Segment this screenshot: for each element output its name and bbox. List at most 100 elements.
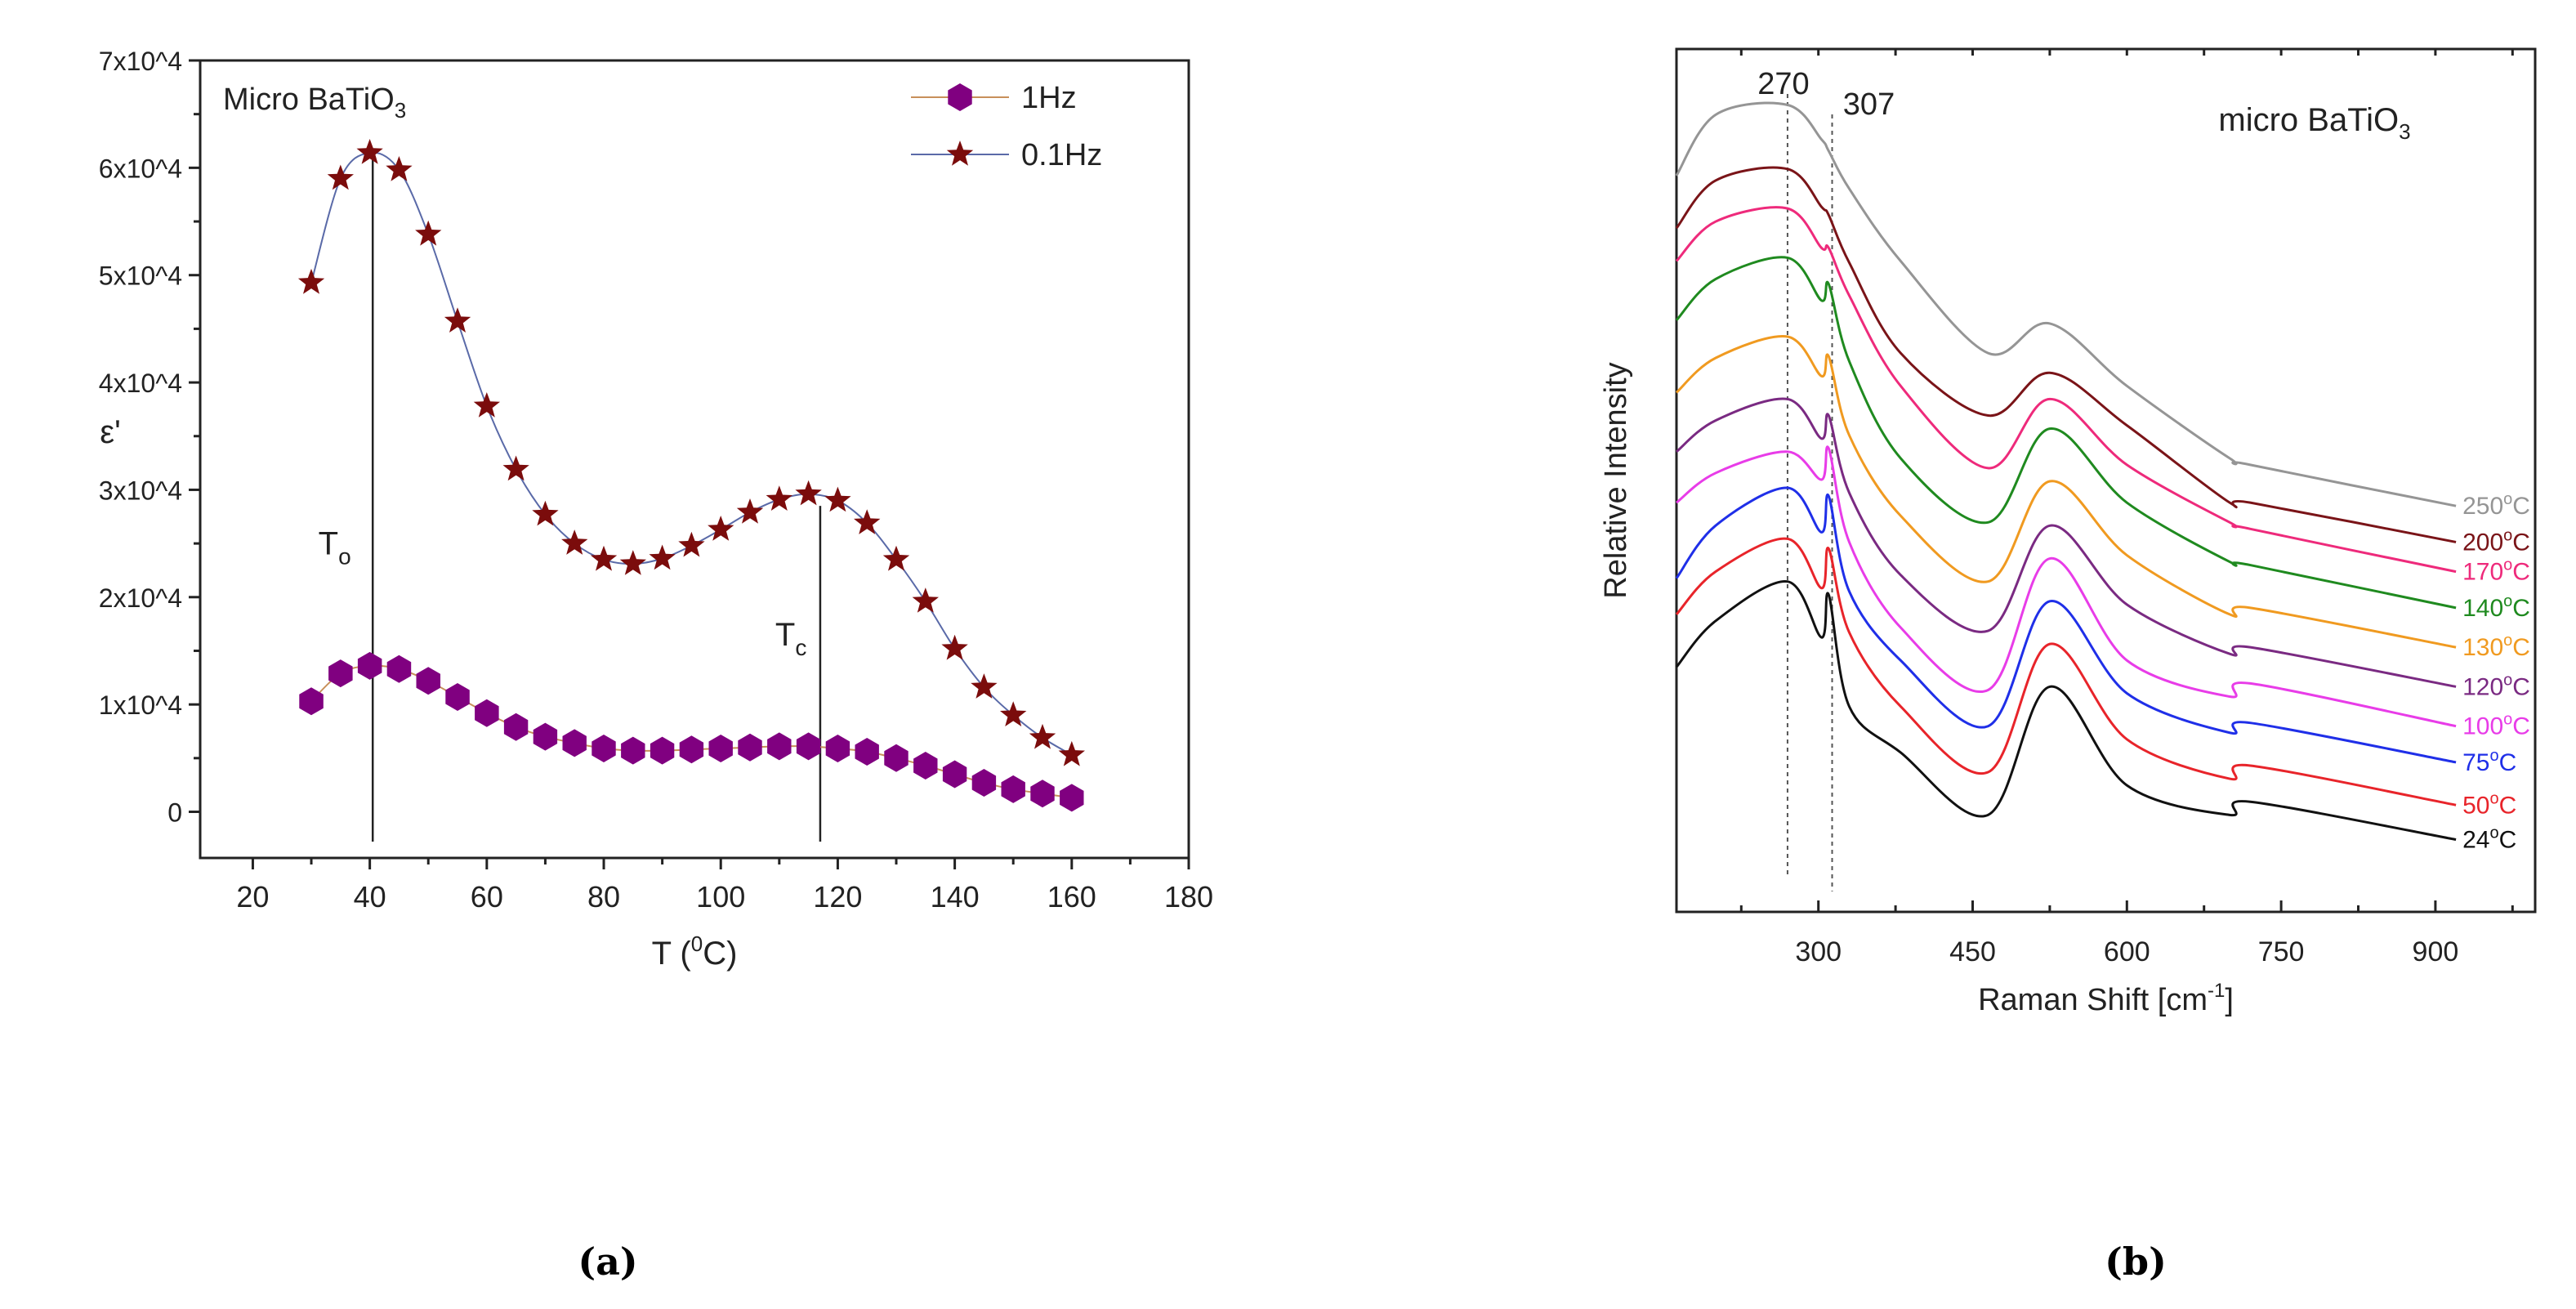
data-point-1Hz [562,729,587,757]
spectrum-label-unit: C [2499,826,2517,853]
spectrum-label-200C: 200oC [2462,526,2530,556]
spectrum-label-degree: o [2503,490,2512,508]
spectrum-50C [1675,537,2457,806]
data-point-1Hz [913,752,938,780]
chart-title-text: Micro BaTiO [223,83,395,117]
spectrum-120C [1676,397,2457,688]
panel-b-caption: (b) [2105,1240,2167,1284]
y-axis-label: Relative Intensity [1599,362,1633,598]
y-tick-label: 7x10^4 [99,47,182,76]
data-point-1Hz [796,732,821,761]
data-point-0.1Hz [708,516,734,541]
tc-annotation: Tc [775,617,806,660]
plot-frame [1675,47,2537,914]
data-point-0.1Hz [941,634,968,660]
spectrum-label-temp: 200 [2462,529,2503,556]
x-axis-label: Raman Shift [cm-1] [1978,980,2234,1017]
reference-label-270: 270 [1757,67,1809,101]
chart-title-subscript: 3 [395,98,406,123]
to-annotation-text: T [319,525,338,561]
x-axis-label-text: Raman Shift [cm [1978,983,2208,1017]
spectrum-label-170C: 170oC [2462,556,2530,586]
y-axis-label: ε' [100,414,120,450]
spectrum-label-degree: o [2503,632,2512,650]
x-tick-label: 80 [587,880,620,914]
x-tick-label: 450 [1949,936,1996,967]
spectrum-label-degree: o [2503,711,2512,729]
spectrum-label-degree: o [2503,526,2512,544]
data-point-0.1Hz [590,545,618,571]
spectrum-label-temp: 75 [2462,749,2489,776]
spectrum-130C [1675,335,2457,649]
spectrum-75C [1675,486,2457,764]
spectrum-label-unit: C [2512,673,2530,700]
to-annotation-sub: o [338,543,351,569]
legend-label: 0.1Hz [1021,138,1102,172]
y-tick-label: 6x10^4 [99,154,182,183]
spectrum-200C [1675,166,2457,543]
y-tick-label: 1x10^4 [99,690,182,720]
data-point-1Hz [1060,784,1084,812]
x-tick-label: 140 [931,880,980,914]
x-axis-label: T (0C) [652,931,738,972]
spectrum-label-unit: C [2512,559,2530,586]
tc-annotation-sub: c [795,635,806,660]
data-point-1Hz [386,654,412,683]
data-point-0.1Hz [1029,723,1056,749]
spectrum-label-degree: o [2489,747,2498,765]
data-point-1Hz [708,735,733,762]
spectrum-170C [1675,206,2457,574]
data-point-1Hz [971,769,997,797]
spectrum-label-unit: C [2512,634,2530,661]
data-point-1Hz [855,738,879,766]
data-point-0.1Hz [854,509,881,534]
data-point-0.1Hz [386,156,413,181]
spectrum-100C [1676,445,2457,728]
spectrum-label-temp: 170 [2462,559,2503,586]
panel-a-caption: (a) [578,1240,637,1284]
spectrum-label-degree: o [2489,789,2498,807]
data-point-0.1Hz [502,455,529,481]
data-point-0.1Hz [795,480,822,506]
data-point-0.1Hz [882,545,910,571]
spectrum-label-unit: C [2512,493,2530,520]
x-axis-label-sup: -1 [2208,980,2225,1002]
to-annotation: To [319,525,351,569]
y-tick-label: 2x10^4 [99,583,182,613]
data-point-1Hz [1001,775,1025,803]
data-point-1Hz [621,736,645,765]
spectrum-label-unit: C [2499,792,2517,819]
data-point-0.1Hz [356,139,383,164]
spectrum-label-degree: o [2503,671,2512,689]
data-point-1Hz [1030,780,1055,808]
data-point-1Hz [884,744,909,772]
x-tick-label: 600 [2104,936,2150,967]
data-point-0.1Hz [415,220,442,246]
data-point-1Hz [738,733,762,762]
x-tick-label: 900 [2413,936,2459,967]
data-point-1Hz [328,659,353,688]
data-point-1Hz [533,722,558,751]
data-point-0.1Hz [649,544,676,570]
x-tick-label: 180 [1164,880,1213,914]
spectrum-label-unit: C [2512,713,2530,740]
reference-label-307: 307 [1843,87,1895,122]
y-tick-label: 4x10^4 [99,369,182,398]
data-point-0.1Hz [766,485,792,511]
spectrum-label-75C: 75oC [2462,747,2516,776]
x-tick-label: 160 [1047,880,1096,914]
spectrum-label-unit: C [2499,749,2517,776]
data-point-0.1Hz [619,550,646,575]
series-line-0.1Hz [310,151,1073,756]
spectrum-140C [1675,256,2457,610]
legend-marker [946,141,974,166]
spectrum-250C [1675,101,2457,507]
data-point-0.1Hz [678,531,705,557]
spectrum-label-temp: 250 [2462,493,2503,520]
data-point-1Hz [445,683,470,711]
data-point-0.1Hz [824,486,851,512]
data-point-1Hz [592,735,616,762]
data-point-0.1Hz [736,498,764,524]
x-tick-label: 100 [696,880,745,914]
chart-title: micro BaTiO3 [2218,102,2410,144]
